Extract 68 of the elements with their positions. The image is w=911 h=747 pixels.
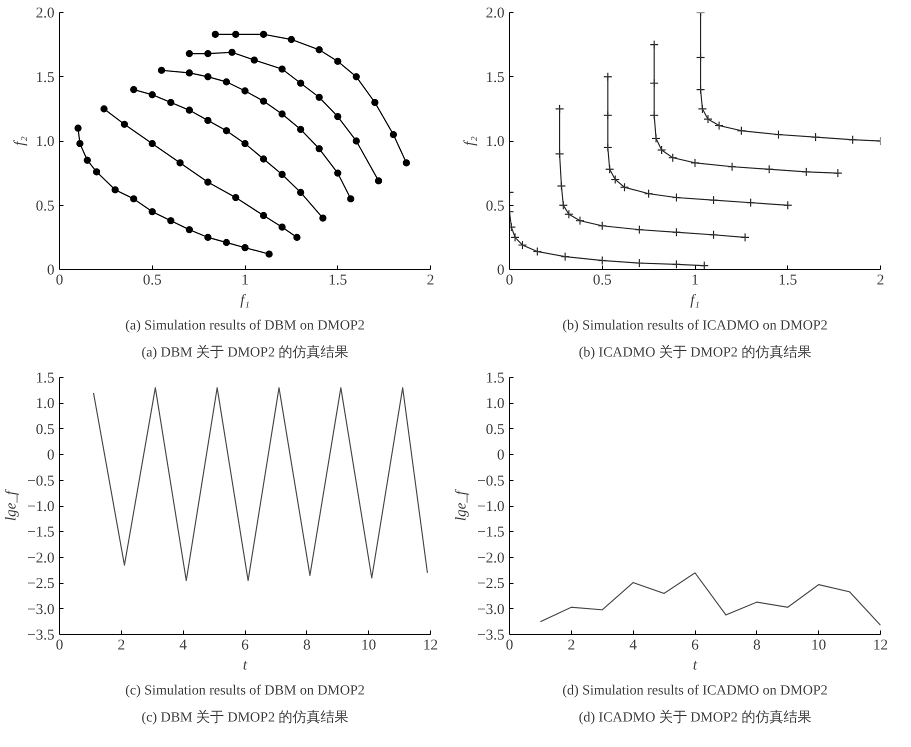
x-axis-title: f₁ — [690, 292, 700, 308]
y-tick-label: 0 — [497, 448, 504, 464]
y-tick-label: −0.5 — [477, 473, 505, 490]
x-tick-label: 4 — [179, 638, 188, 654]
x-axis-title: f₁ — [240, 292, 250, 308]
x-tick-label: 6 — [241, 638, 250, 654]
text: (b) ICADMO 关于 DMOP2 的仿真结果 — [578, 344, 812, 360]
y-tick-label: 1.0 — [486, 396, 504, 412]
x-tick-label: 2 — [876, 272, 884, 288]
y-tick-label: 1.0 — [36, 134, 54, 150]
x-tick-label: 1.5 — [328, 272, 348, 288]
x-tick-label: 10 — [361, 638, 376, 654]
y-tick-label: 2.0 — [36, 6, 54, 22]
y-tick-label: −3.5 — [27, 628, 55, 644]
x-tick-label: 8 — [753, 638, 761, 654]
y-axis-title: f₂ — [12, 136, 28, 146]
x-axis-title: t — [692, 658, 698, 674]
y-tick-label: −2.0 — [477, 550, 505, 566]
y-tick-label: −1.0 — [27, 499, 55, 515]
x-tick-label: 1 — [241, 272, 249, 288]
text: (a) Simulation results of DBM on DMOP2 — [125, 318, 365, 334]
x-tick-label: 4 — [629, 638, 638, 654]
y-tick-label: −0.5 — [27, 473, 55, 490]
x-tick-label: 0.5 — [592, 272, 612, 288]
y-tick-label: 1.5 — [486, 70, 504, 86]
text: (d) Simulation results of ICADMO on DMOP2 — [562, 684, 828, 698]
text: (d) ICADMO 关于 DMOP2 的仿真结果 — [578, 710, 812, 726]
x-tick-label: 6 — [691, 638, 700, 654]
y-tick-label: 1.5 — [486, 370, 504, 386]
text: (b) Simulation results of ICADMO on DMOP2 — [562, 318, 828, 334]
y-axis-title: lge_f — [453, 489, 470, 521]
y-tick-label: 0 — [497, 262, 504, 278]
y-tick-label: 1.5 — [36, 370, 54, 386]
y-axis-title: lge_f — [3, 489, 20, 521]
y-tick-label: 1.0 — [486, 134, 504, 150]
y-tick-label: −2.0 — [27, 550, 55, 566]
x-tick-label: 0.5 — [142, 272, 162, 288]
x-tick-label: 1.5 — [778, 272, 798, 288]
x-tick-label: 2 — [568, 638, 576, 654]
y-tick-label: 0.5 — [486, 422, 504, 438]
y-tick-label: −1.0 — [477, 499, 505, 515]
y-tick-label: 0.5 — [486, 198, 504, 214]
y-tick-label: −3.5 — [477, 628, 505, 644]
x-tick-label: 10 — [811, 638, 826, 654]
y-tick-label: 2.0 — [486, 6, 504, 22]
y-tick-label: 0 — [47, 448, 54, 464]
x-axis-title: t — [242, 658, 248, 674]
x-tick-label: 12 — [423, 638, 438, 654]
text: (c) Simulation results of DBM on DMOP2 — [125, 684, 365, 698]
y-tick-label: −3.0 — [27, 602, 55, 618]
x-tick-label: 2 — [426, 272, 434, 288]
y-tick-label: 0 — [47, 262, 54, 278]
text: (c) DBM 关于 DMOP2 的仿真结果 — [142, 710, 348, 726]
y-tick-label: −2.5 — [27, 576, 55, 592]
x-tick-label: 1 — [691, 272, 699, 288]
x-tick-label: 2 — [118, 638, 126, 654]
y-tick-label: 1.0 — [36, 396, 54, 412]
y-tick-label: −3.0 — [477, 602, 505, 618]
y-tick-label: −1.5 — [27, 524, 55, 541]
x-tick-label: 8 — [303, 638, 311, 654]
y-tick-label: −1.5 — [477, 524, 505, 541]
text: (a) DBM 关于 DMOP2 的仿真结果 — [142, 344, 348, 360]
y-tick-label: 0.5 — [36, 198, 54, 214]
x-tick-label: 12 — [873, 638, 888, 654]
y-tick-label: 0.5 — [36, 422, 54, 438]
y-tick-label: 1.5 — [36, 70, 54, 86]
y-axis-title: f₂ — [462, 136, 478, 146]
y-tick-label: −2.5 — [477, 576, 505, 592]
